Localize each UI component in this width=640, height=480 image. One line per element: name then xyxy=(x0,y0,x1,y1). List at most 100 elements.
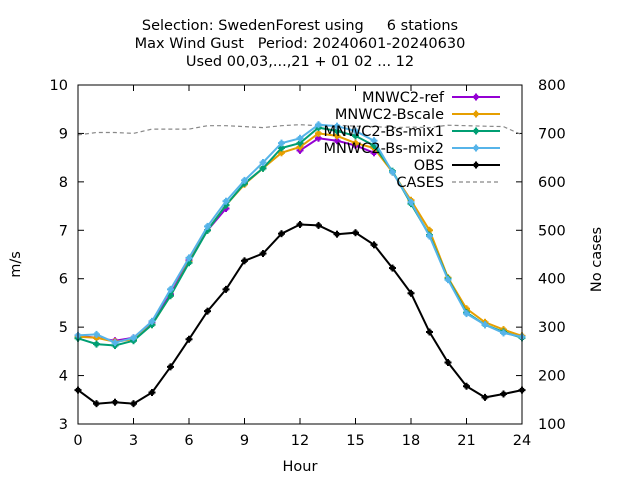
legend-item-cases: CASES xyxy=(396,175,500,191)
mnwc2-bscale-point xyxy=(352,139,359,147)
obs-line xyxy=(77,223,523,405)
series-mnwc2-bs-mix2 xyxy=(74,121,526,347)
mnwc2-bs-mix2-point xyxy=(148,317,156,325)
y-tick-label: 10 xyxy=(50,78,68,94)
legend-obs-point xyxy=(472,161,480,169)
legend-mnwc2-ref-point xyxy=(472,93,480,101)
obs-point xyxy=(389,264,396,272)
y2-tick-label: 600 xyxy=(538,175,566,191)
data-series xyxy=(74,121,526,408)
mnwc2-bs-mix2-point xyxy=(296,134,304,142)
y2-tick-label: 700 xyxy=(538,126,566,142)
obs-point xyxy=(259,250,267,258)
legend-item-mnwc2-ref: MNWC2-ref xyxy=(362,90,500,106)
mnwc2-bs-mix2-point xyxy=(352,127,359,135)
x-tick-label: 9 xyxy=(240,433,249,449)
legend-item-mnwc2-bs-mix2: MNWC2-Bs-mix2 xyxy=(324,141,500,157)
mnwc2-bs-mix2-point xyxy=(370,137,378,145)
obs-point xyxy=(315,221,322,229)
obs-point xyxy=(463,382,470,390)
obs-point xyxy=(370,241,378,249)
y-tick-label: 5 xyxy=(59,320,68,336)
legend-label: MNWC2-Bs-mix1 xyxy=(324,124,444,140)
obs-point xyxy=(296,220,304,228)
mnwc2-bs-mix2-point xyxy=(111,339,119,347)
legend-mnwc2-bs-mix2-point xyxy=(472,144,480,152)
mnwc2-bs-mix2-point xyxy=(463,310,470,318)
obs-point xyxy=(407,289,415,297)
legend-label: CASES xyxy=(396,175,444,191)
mnwc2-bs-mix2-point xyxy=(241,176,248,184)
x-tick-label: 21 xyxy=(457,433,475,449)
mnwc2-bs-mix2-point xyxy=(259,158,267,166)
mnwc2-bs-mix2-point xyxy=(500,329,507,337)
legend-item-mnwc2-bscale: MNWC2-Bscale xyxy=(335,107,500,123)
obs-point xyxy=(352,229,359,237)
plot-frame xyxy=(77,84,523,425)
y-tick-label: 7 xyxy=(59,223,68,239)
series-obs xyxy=(74,220,526,408)
obs-point xyxy=(444,358,452,366)
legend-item-mnwc2-bs-mix1: MNWC2-Bs-mix1 xyxy=(324,124,500,140)
y2-tick-label: 400 xyxy=(538,272,566,288)
mnwc2-bs-mix2-point xyxy=(333,122,341,130)
mnwc2-bs-mix2-point xyxy=(130,334,137,342)
x-tick-label: 3 xyxy=(129,433,138,449)
x-tick-label: 6 xyxy=(184,433,193,449)
y2-tick-label: 100 xyxy=(538,417,566,433)
x-axis-label: Hour xyxy=(283,459,318,475)
mnwc2-bs-mix1-line xyxy=(77,126,523,347)
title-line-3: Used 00,03,...,21 + 01 02 ... 12 xyxy=(186,54,414,70)
x-tick-label: 0 xyxy=(73,433,82,449)
mnwc2-bs-mix2-point xyxy=(481,321,489,329)
x-tick-label: 18 xyxy=(402,433,420,449)
obs-point xyxy=(500,390,507,398)
axis-ticks: 0 3 6 9 12 15 18 21 2434567891010020030040050060… xyxy=(50,78,566,449)
obs-point xyxy=(204,307,211,315)
chart-title: Selection: SwedenForest using 6 stations… xyxy=(135,18,466,70)
obs-point xyxy=(185,335,193,343)
mnwc2-bs-mix2-point xyxy=(315,121,322,129)
mnwc2-bs-mix2-point xyxy=(185,254,193,262)
legend-label: OBS xyxy=(414,158,444,174)
series-mnwc2-bs-mix1 xyxy=(74,124,526,350)
mnwc2-bs-mix2-point xyxy=(93,330,100,338)
title-line-2: Max Wind Gust Period: 20240601-20240630 xyxy=(135,36,466,52)
cases-line xyxy=(77,124,523,136)
y2-tick-label: 300 xyxy=(538,320,566,336)
y2-axis-label: No cases xyxy=(589,227,605,292)
legend: MNWC2-refMNWC2-BscaleMNWC2-Bs-mix1MNWC2-… xyxy=(324,90,500,191)
obs-point xyxy=(426,328,433,336)
x-tick-label: 24 xyxy=(513,433,531,449)
title-line-1: Selection: SwedenForest using 6 stations xyxy=(142,18,458,34)
y2-tick-label: 500 xyxy=(538,223,566,239)
obs-point xyxy=(111,398,119,406)
y-tick-label: 9 xyxy=(59,126,68,142)
y2-tick-label: 800 xyxy=(538,78,566,94)
obs-point xyxy=(241,257,248,265)
mnwc2-bs-mix2-point xyxy=(389,168,396,176)
y-tick-label: 4 xyxy=(59,369,68,385)
series-cases xyxy=(77,124,523,136)
obs-point xyxy=(278,230,285,238)
y-tick-label: 6 xyxy=(59,272,68,288)
mnwc2-bs-mix2-point xyxy=(204,222,211,230)
y2-tick-label: 200 xyxy=(538,369,566,385)
x-tick-label: 12 xyxy=(291,433,309,449)
mnwc2-bs-mix2-point xyxy=(407,198,415,206)
obs-point xyxy=(333,230,341,238)
series-mnwc2-bscale xyxy=(74,129,526,346)
y-tick-label: 3 xyxy=(59,417,68,433)
obs-point xyxy=(130,400,137,408)
mnwc2-bs-mix1-point xyxy=(93,340,100,348)
obs-point xyxy=(93,400,100,408)
obs-point xyxy=(167,363,174,371)
mnwc2-bs-mix2-point xyxy=(444,276,452,284)
legend-mnwc2-bscale-point xyxy=(472,110,480,118)
mnwc2-bs-mix2-point xyxy=(167,285,174,293)
mnwc2-bs-mix2-line xyxy=(77,123,523,344)
series-mnwc2-ref xyxy=(74,134,378,345)
x-tick-label: 15 xyxy=(346,433,364,449)
mnwc2-bs-mix2-point xyxy=(222,197,230,205)
